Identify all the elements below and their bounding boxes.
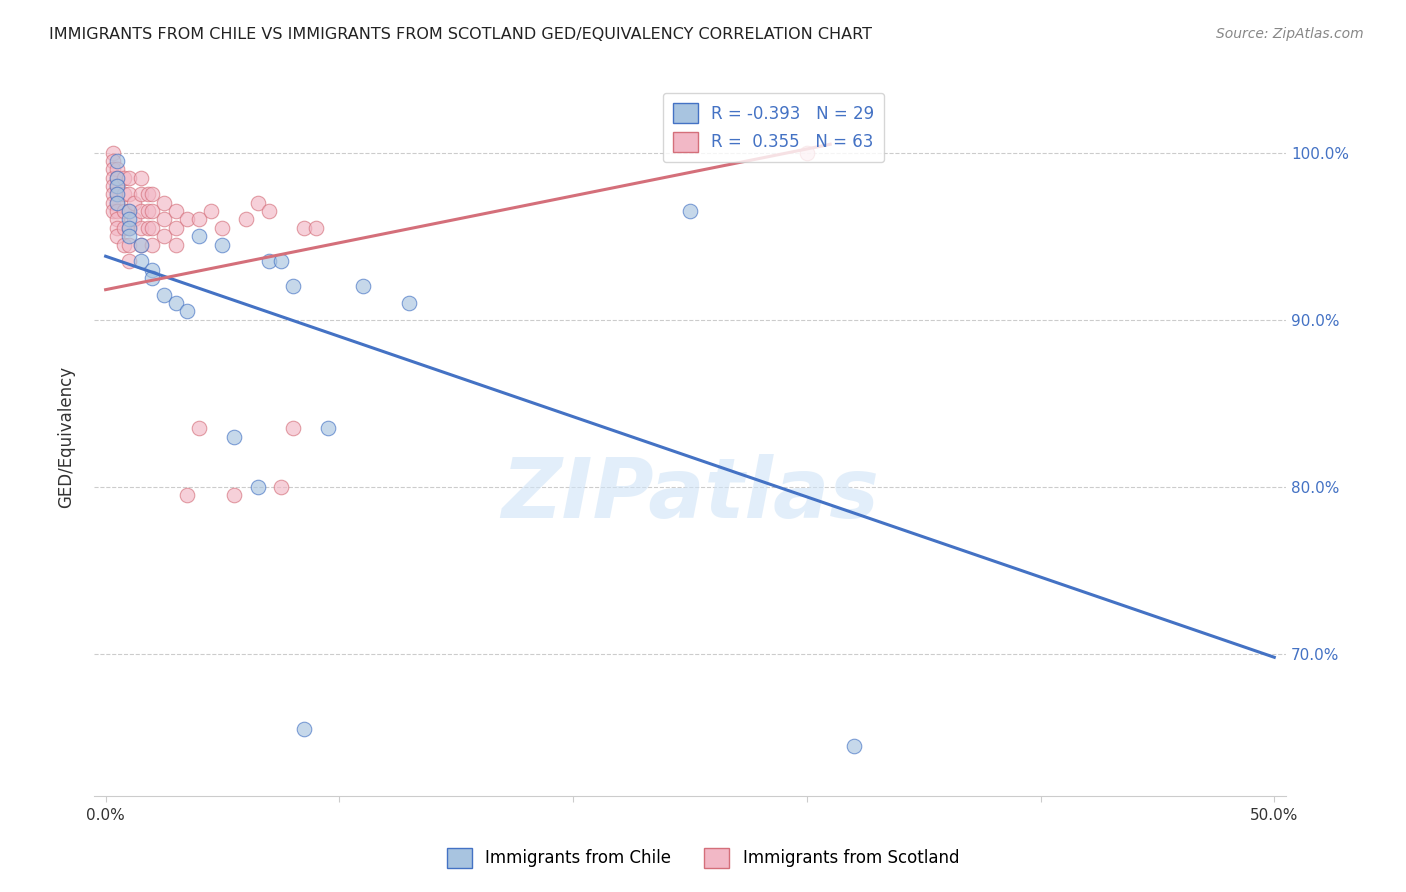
Point — [118, 204, 141, 219]
Legend: Immigrants from Chile, Immigrants from Scotland: Immigrants from Chile, Immigrants from S… — [440, 841, 966, 875]
Point — [292, 220, 315, 235]
Text: Source: ZipAtlas.com: Source: ZipAtlas.com — [1216, 27, 1364, 41]
Point — [136, 204, 159, 219]
Text: IMMIGRANTS FROM CHILE VS IMMIGRANTS FROM SCOTLAND GED/EQUIVALENCY CORRELATION CH: IMMIGRANTS FROM CHILE VS IMMIGRANTS FROM… — [49, 27, 872, 42]
Point — [129, 187, 152, 202]
Point — [129, 237, 152, 252]
Point — [281, 421, 304, 435]
Point — [270, 254, 292, 268]
Point — [796, 145, 818, 160]
Point — [112, 237, 135, 252]
Point — [257, 254, 280, 268]
Point — [153, 229, 176, 244]
Point — [105, 153, 128, 168]
Point — [118, 254, 141, 268]
Point — [105, 229, 128, 244]
Point — [118, 229, 141, 244]
Point — [105, 220, 128, 235]
Point — [136, 187, 159, 202]
Point — [118, 220, 141, 235]
Point — [141, 187, 163, 202]
Point — [118, 220, 141, 235]
Point — [200, 204, 222, 219]
Point — [281, 279, 304, 293]
Point — [316, 421, 339, 435]
Point — [101, 162, 124, 177]
Point — [165, 296, 187, 310]
Point — [101, 170, 124, 185]
Y-axis label: GED/Equivalency: GED/Equivalency — [58, 366, 75, 508]
Point — [101, 179, 124, 194]
Point — [842, 739, 865, 753]
Point — [118, 187, 141, 202]
Point — [105, 162, 128, 177]
Point — [101, 195, 124, 210]
Point — [118, 204, 141, 219]
Point — [305, 220, 328, 235]
Point — [112, 187, 135, 202]
Point — [165, 220, 187, 235]
Point — [270, 480, 292, 494]
Point — [101, 204, 124, 219]
Point — [105, 170, 128, 185]
Point — [105, 212, 128, 227]
Point — [141, 262, 163, 277]
Point — [118, 212, 141, 227]
Legend: R = -0.393   N = 29, R =  0.355   N = 63: R = -0.393 N = 29, R = 0.355 N = 63 — [662, 93, 884, 162]
Point — [188, 421, 211, 435]
Point — [101, 145, 124, 160]
Point — [129, 204, 152, 219]
Point — [153, 287, 176, 301]
Point — [122, 212, 145, 227]
Point — [176, 488, 198, 502]
Point — [105, 204, 128, 219]
Point — [112, 204, 135, 219]
Point — [118, 237, 141, 252]
Point — [246, 480, 269, 494]
Point — [129, 254, 152, 268]
Point — [211, 220, 233, 235]
Point — [165, 204, 187, 219]
Point — [141, 271, 163, 285]
Point — [188, 212, 211, 227]
Point — [141, 220, 163, 235]
Point — [105, 195, 128, 210]
Point — [112, 220, 135, 235]
Point — [122, 195, 145, 210]
Point — [129, 170, 152, 185]
Point — [129, 237, 152, 252]
Point — [105, 187, 128, 202]
Point — [246, 195, 269, 210]
Point — [112, 170, 135, 185]
Point — [188, 229, 211, 244]
Point — [101, 187, 124, 202]
Point — [176, 304, 198, 318]
Point — [105, 179, 128, 194]
Point — [211, 237, 233, 252]
Point — [257, 204, 280, 219]
Point — [101, 153, 124, 168]
Point — [141, 237, 163, 252]
Point — [292, 722, 315, 736]
Point — [398, 296, 420, 310]
Point — [153, 212, 176, 227]
Point — [105, 170, 128, 185]
Point — [141, 204, 163, 219]
Point — [105, 195, 128, 210]
Point — [224, 488, 246, 502]
Point — [105, 179, 128, 194]
Point — [129, 220, 152, 235]
Point — [136, 220, 159, 235]
Point — [352, 279, 374, 293]
Point — [105, 187, 128, 202]
Point — [165, 237, 187, 252]
Text: ZIPatlas: ZIPatlas — [501, 454, 879, 534]
Point — [118, 170, 141, 185]
Point — [224, 430, 246, 444]
Point — [176, 212, 198, 227]
Point — [235, 212, 257, 227]
Point — [679, 204, 702, 219]
Point — [153, 195, 176, 210]
